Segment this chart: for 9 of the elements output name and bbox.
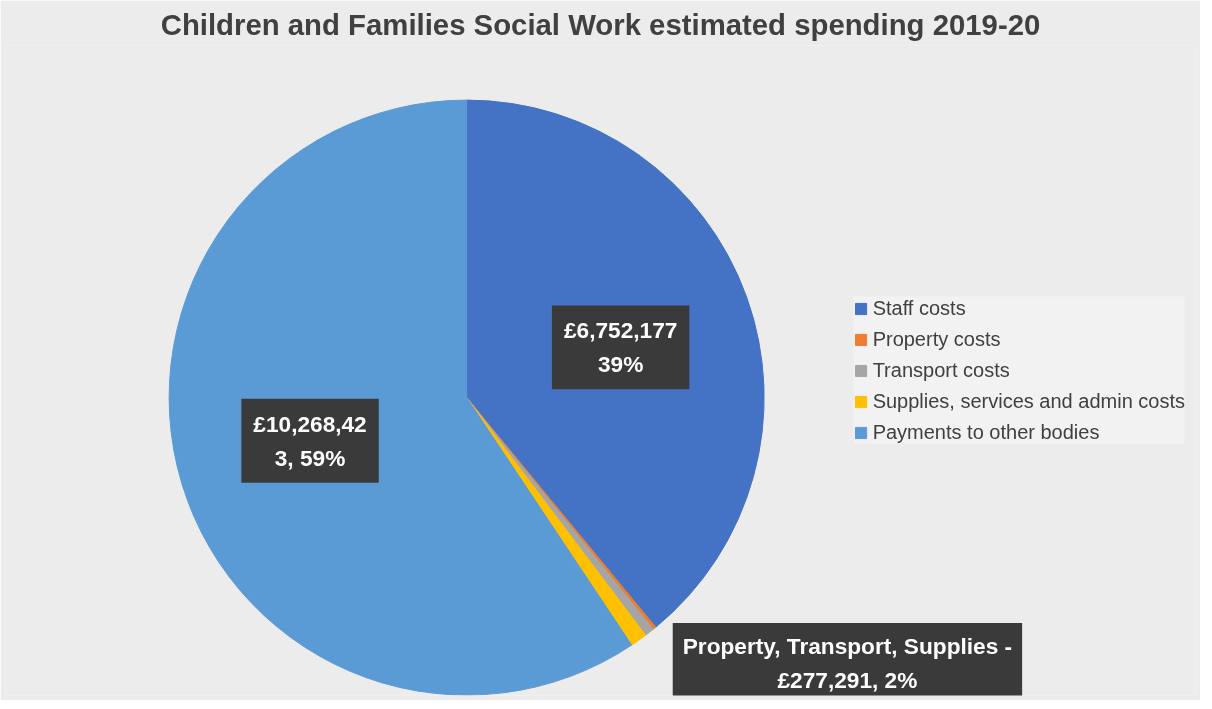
data-label: £6,752,177 39% xyxy=(563,317,678,378)
text: Property, Transport, Supplies - £277,291, 2% xyxy=(682,633,1013,693)
legend-label: Transport costs xyxy=(872,358,1010,382)
chart-title: Children and Families Social Work estimated spending 2019-20 xyxy=(160,7,1041,41)
legend-label: Staff costs xyxy=(872,296,966,320)
legend-label: Supplies, services and admin costs xyxy=(872,389,1185,413)
data-label: £10,268,423, 59% xyxy=(253,410,367,471)
legend-label: Payments to other bodies xyxy=(872,420,1100,444)
legend-label: Property costs xyxy=(872,327,1001,351)
